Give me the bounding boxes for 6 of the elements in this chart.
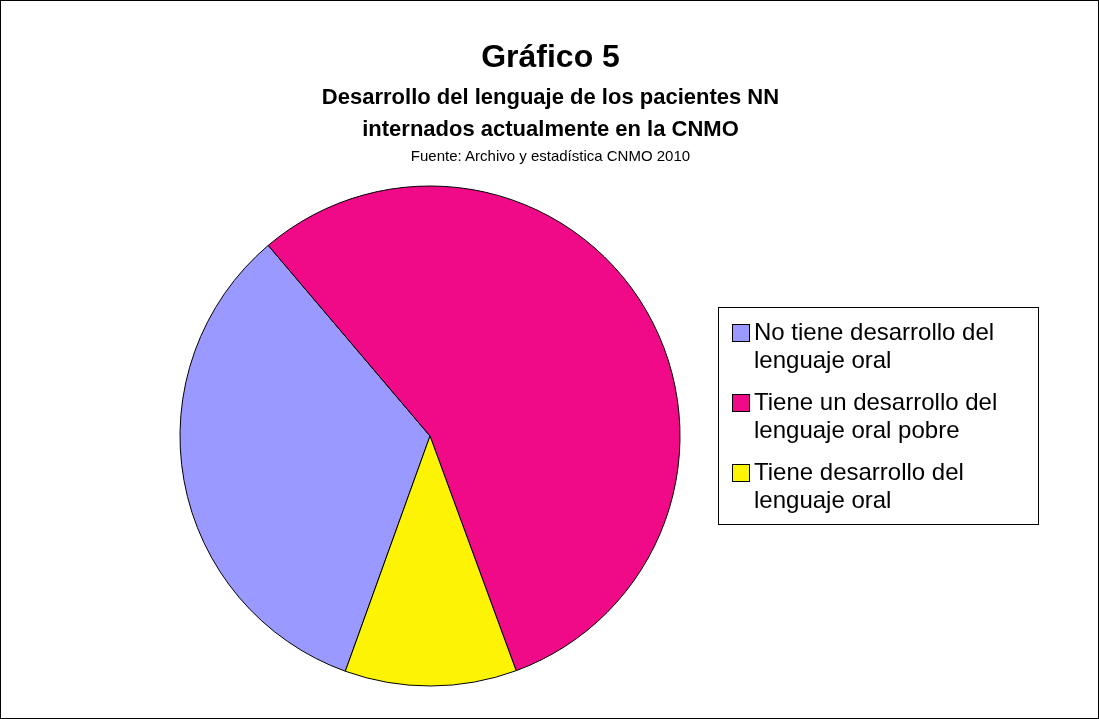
chart-title: Gráfico 5: [480, 37, 621, 75]
legend-label: No tiene desarrollo del lenguaje oral: [754, 318, 996, 374]
legend-label: Tiene un desarrollo del lenguaje oral pobre: [754, 388, 999, 444]
chart-subtitle: Desarrollo del lenguaje de los pacientes NN internados actualmente en la CNMO: [320, 83, 781, 143]
source-note: Fuente: Archivo y estadística CNMO 2010: [409, 147, 692, 165]
legend-label: Tiene desarrollo del lenguaje oral: [754, 458, 965, 514]
